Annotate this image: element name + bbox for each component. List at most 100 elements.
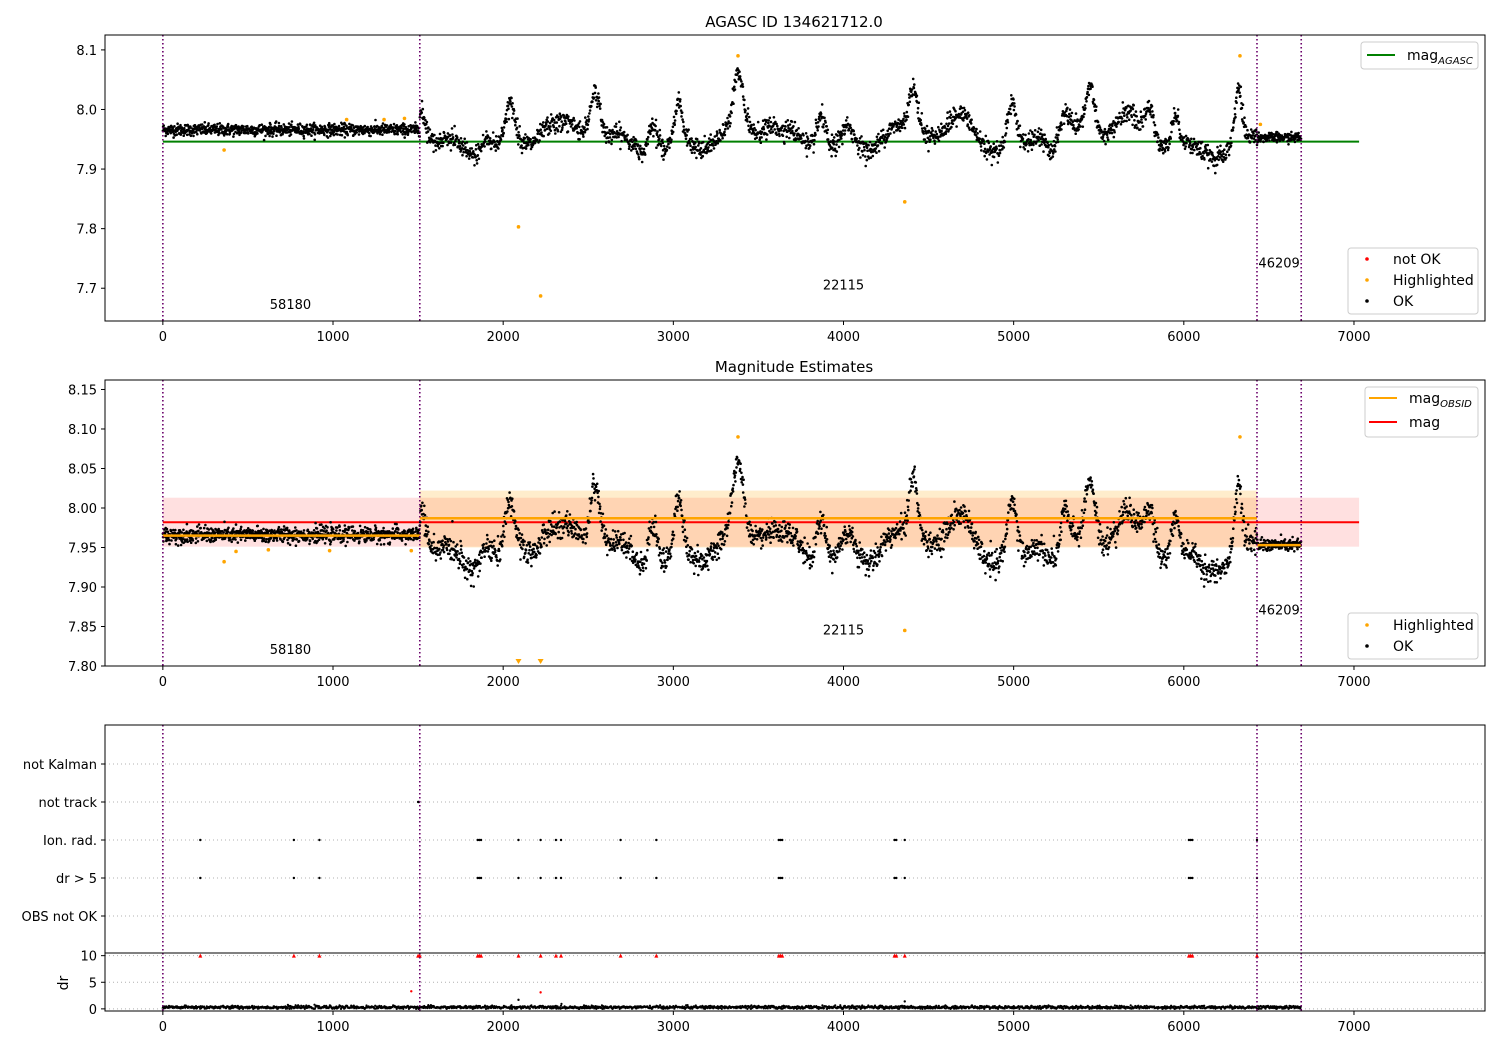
ok-point — [455, 543, 459, 546]
ok-point — [680, 115, 683, 118]
ok-point — [173, 125, 176, 128]
ok-point — [1229, 144, 1233, 148]
ok-point — [506, 104, 510, 108]
ok-point — [690, 151, 694, 154]
ok-point — [665, 148, 669, 152]
ok-point — [494, 149, 498, 152]
ok-point — [624, 541, 628, 544]
ok-point — [533, 141, 537, 145]
ok-point — [601, 130, 604, 134]
ok-point — [649, 123, 653, 126]
ok-point — [649, 132, 652, 136]
ok-point — [1152, 121, 1156, 124]
ok-point — [575, 520, 578, 524]
ok-point — [530, 556, 533, 560]
ok-point — [518, 543, 522, 547]
ok-point — [646, 548, 649, 552]
ok-point — [311, 128, 315, 131]
ok-point — [1131, 107, 1135, 111]
ok-point — [393, 132, 396, 136]
ok-point — [401, 133, 405, 136]
ok-point — [966, 111, 970, 114]
ok-point — [1054, 150, 1057, 153]
ok-points — [161, 67, 1303, 175]
ok-point — [655, 544, 659, 547]
ok-point — [610, 548, 614, 551]
ok-point — [199, 526, 202, 530]
ok-point — [428, 128, 432, 131]
ok-point — [218, 131, 221, 135]
ok-point — [946, 111, 949, 114]
ok-point — [778, 134, 781, 138]
ok-point — [1226, 150, 1229, 153]
ok-point — [528, 545, 532, 548]
ok-point — [615, 536, 618, 539]
ok-point — [498, 142, 501, 145]
ok-point — [504, 112, 508, 116]
ok-point — [987, 141, 991, 145]
ok-point — [397, 528, 400, 531]
ok-point — [871, 154, 875, 158]
ok-point — [933, 142, 937, 145]
ok-point — [618, 120, 621, 124]
ok-point — [323, 542, 327, 545]
ok-point — [517, 143, 520, 146]
ok-point — [573, 532, 577, 535]
ok-point — [898, 129, 902, 133]
ok-point — [689, 144, 692, 147]
ok-point — [669, 555, 673, 558]
ok-point — [326, 526, 329, 529]
highlighted-point — [222, 148, 226, 152]
ok-point — [603, 536, 607, 539]
ok-point — [296, 123, 300, 126]
ok-point — [455, 556, 458, 559]
ok-point — [559, 130, 563, 133]
ok-point — [253, 539, 257, 542]
ok-point — [388, 541, 392, 544]
ok-point — [685, 134, 688, 137]
ok-point — [479, 562, 482, 565]
ok-point — [727, 122, 730, 125]
ok-point — [519, 536, 523, 540]
ok-point — [494, 135, 498, 138]
ok-point — [703, 134, 706, 138]
ok-point — [220, 128, 223, 131]
ok-point — [382, 542, 386, 546]
ok-point — [515, 126, 519, 130]
ok-point — [505, 117, 508, 121]
ok-point — [1222, 152, 1225, 156]
ok-point — [680, 508, 683, 512]
ok-point — [728, 115, 732, 118]
ok-point — [631, 147, 635, 150]
ok-point — [1223, 148, 1226, 151]
ok-point — [372, 537, 376, 541]
ok-point — [622, 538, 625, 542]
ok-point — [1072, 123, 1075, 127]
ok-point — [819, 112, 823, 115]
ok-point — [204, 523, 207, 527]
ok-point — [312, 529, 316, 532]
ok-point — [1104, 142, 1107, 146]
ok-point — [503, 121, 507, 125]
ok-point — [318, 132, 321, 135]
ok-point — [647, 536, 650, 539]
ok-point — [179, 543, 183, 547]
ok-point — [274, 126, 278, 129]
ok-point — [508, 491, 511, 494]
ok-point — [822, 123, 825, 126]
ok-point — [529, 137, 532, 141]
ok-point — [701, 140, 705, 144]
ok-point — [1024, 133, 1027, 137]
ok-point — [855, 137, 858, 141]
x-tick-label: 1000 — [316, 330, 349, 345]
highlighted-point — [382, 117, 386, 122]
ok-point — [816, 129, 819, 132]
ok-point — [642, 147, 646, 151]
ok-point — [905, 110, 909, 114]
ok-point — [718, 128, 721, 132]
ok-point — [597, 96, 601, 99]
ok-point — [1249, 128, 1253, 131]
ok-point — [338, 525, 341, 528]
ok-point — [804, 146, 808, 150]
ok-point — [395, 522, 398, 526]
